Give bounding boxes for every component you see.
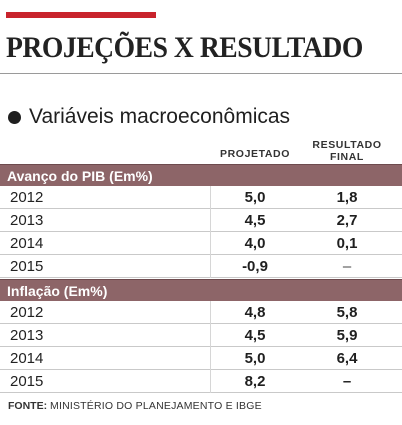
row-projetado: 4,5 bbox=[244, 211, 266, 229]
column-divider bbox=[210, 301, 211, 393]
row-year: 2013 bbox=[10, 211, 44, 229]
accent-bar bbox=[6, 12, 156, 18]
source-text: MINISTÉRIO DO PLANEJAMENTO E IBGE bbox=[50, 400, 262, 412]
source-note: FONTE: MINISTÉRIO DO PLANEJAMENTO E IBGE bbox=[8, 400, 262, 412]
row-projetado: 8,2 bbox=[244, 372, 266, 390]
bullet-icon bbox=[8, 110, 21, 124]
section-header-pib: Avanço do PIB (Em%) bbox=[0, 164, 402, 186]
row-year: 2015 bbox=[10, 372, 44, 390]
section-header-inflacao: Inflação (Em%) bbox=[0, 279, 402, 301]
row-year: 2014 bbox=[10, 234, 44, 252]
row-year: 2015 bbox=[10, 257, 44, 275]
column-header-resultado-line2: FINAL bbox=[330, 151, 364, 163]
row-year: 2014 bbox=[10, 349, 44, 367]
row-year: 2012 bbox=[10, 188, 44, 206]
column-divider bbox=[210, 186, 211, 278]
section-inflacao: Inflação (Em%) 2012 4,8 5,8 2013 4,5 5,9… bbox=[0, 279, 402, 393]
column-header-resultado-line1: RESULTADO bbox=[312, 139, 382, 151]
subtitle: Variáveis macroeconômicas bbox=[8, 104, 290, 130]
row-year: 2012 bbox=[10, 303, 44, 321]
table-row: 2013 4,5 5,9 bbox=[0, 324, 402, 347]
row-resultado: – bbox=[342, 372, 352, 390]
source-label: FONTE: bbox=[8, 400, 48, 412]
title-divider bbox=[0, 73, 402, 74]
table-row: 2013 4,5 2,7 bbox=[0, 209, 402, 232]
table-row: 2012 5,0 1,8 bbox=[0, 186, 402, 209]
table-row: 2015 -0,9 – bbox=[0, 255, 402, 278]
subtitle-text: Variáveis macroeconômicas bbox=[29, 105, 291, 128]
row-resultado: 1,8 bbox=[336, 188, 358, 206]
row-resultado: 0,1 bbox=[336, 234, 358, 252]
column-header-resultado: RESULTADO FINAL bbox=[300, 139, 394, 163]
table-row: 2014 4,0 0,1 bbox=[0, 232, 402, 255]
row-projetado: 4,5 bbox=[244, 326, 266, 344]
table-row: 2012 4,8 5,8 bbox=[0, 301, 402, 324]
row-resultado: 5,8 bbox=[336, 303, 358, 321]
row-projetado: 4,0 bbox=[244, 234, 266, 252]
row-projetado: 5,0 bbox=[244, 349, 266, 367]
section-pib: Avanço do PIB (Em%) 2012 5,0 1,8 2013 4,… bbox=[0, 164, 402, 278]
row-projetado: 4,8 bbox=[244, 303, 266, 321]
row-resultado: 6,4 bbox=[336, 349, 358, 367]
row-year: 2013 bbox=[10, 326, 44, 344]
table-row: 2015 8,2 – bbox=[0, 370, 402, 393]
row-resultado: 5,9 bbox=[336, 326, 358, 344]
column-header-projetado: PROJETADO bbox=[220, 148, 290, 160]
row-projetado: 5,0 bbox=[244, 188, 266, 206]
row-projetado: -0,9 bbox=[242, 257, 268, 275]
row-resultado: 2,7 bbox=[336, 211, 358, 229]
page-title: PROJEÇÕES X RESULTADO bbox=[6, 31, 363, 64]
table-row: 2014 5,0 6,4 bbox=[0, 347, 402, 370]
row-resultado: – bbox=[342, 257, 352, 275]
